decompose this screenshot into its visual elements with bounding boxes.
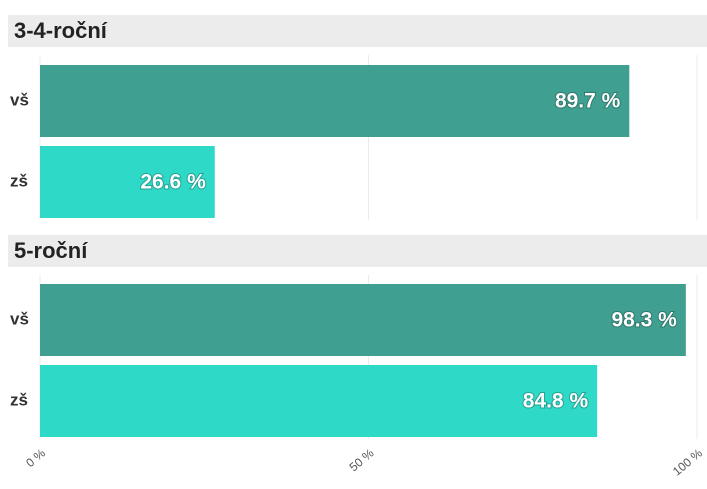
panel-header [8, 235, 707, 267]
category-label: vš [10, 90, 29, 109]
category-label: zš [10, 171, 28, 190]
value-label: 89.7 % [555, 90, 621, 113]
panel-title: 5-roční [14, 238, 88, 263]
category-label: vš [10, 309, 29, 328]
panel-header [8, 15, 707, 47]
x-tick-label: 100 % [670, 446, 705, 479]
value-label: 26.6 % [140, 171, 206, 194]
x-tick-label: 50 % [347, 446, 377, 475]
panel-title: 3-4-roční [14, 18, 108, 43]
value-label: 84.8 % [523, 390, 589, 413]
bar [40, 365, 598, 437]
value-label: 98.3 % [611, 309, 677, 332]
bar [40, 65, 630, 137]
category-label: zš [10, 390, 28, 409]
bar [40, 284, 686, 356]
x-tick-label: 0 % [23, 446, 48, 470]
bar [40, 146, 215, 218]
